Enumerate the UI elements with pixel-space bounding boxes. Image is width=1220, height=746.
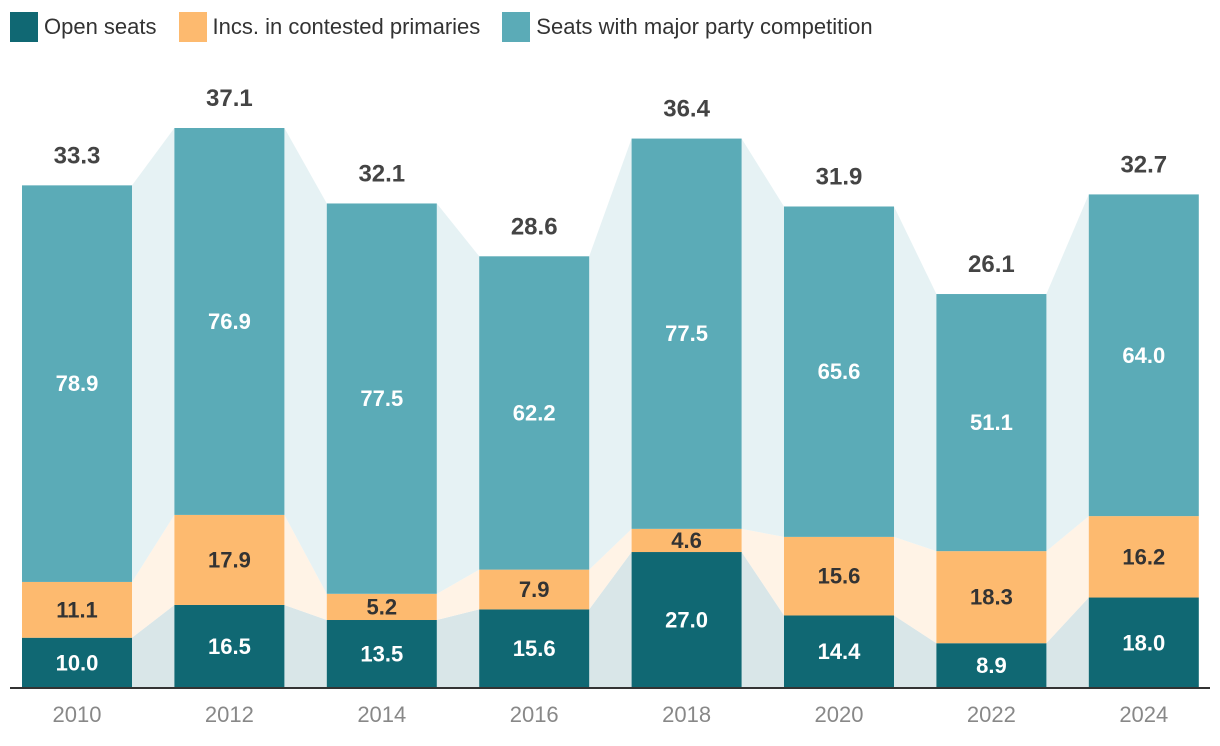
total-label: 36.4 bbox=[663, 96, 710, 123]
bar-segment bbox=[1088, 516, 1199, 598]
bar-segment bbox=[936, 294, 1047, 552]
data-label: 13.5 bbox=[360, 642, 403, 667]
data-label: 5.2 bbox=[367, 594, 398, 619]
connector-band bbox=[741, 552, 784, 688]
bar-segment bbox=[784, 536, 894, 616]
bar-segment bbox=[936, 551, 1047, 644]
data-label: 77.5 bbox=[665, 321, 708, 346]
connector-band bbox=[894, 615, 937, 688]
data-label: 4.6 bbox=[671, 528, 702, 553]
data-label: 51.1 bbox=[970, 410, 1013, 435]
bar-segment bbox=[326, 203, 437, 594]
data-label: 78.9 bbox=[56, 371, 99, 396]
bar-segment bbox=[326, 620, 437, 688]
bar-segment bbox=[631, 528, 742, 553]
x-tick-label: 2018 bbox=[662, 702, 711, 727]
legend-label-major-party-competition: Seats with major party competition bbox=[536, 14, 873, 39]
total-label: 26.1 bbox=[968, 251, 1015, 278]
total-label: 37.1 bbox=[206, 85, 253, 112]
total-label: 31.9 bbox=[816, 163, 863, 190]
legend-label-contested-primaries: Incs. in contested primaries bbox=[212, 14, 481, 39]
bar-segment bbox=[1088, 597, 1199, 688]
connector-band bbox=[284, 604, 327, 688]
bar-segment bbox=[22, 581, 132, 638]
x-tick-label: 2010 bbox=[53, 702, 102, 727]
bar-segment bbox=[174, 604, 285, 688]
legend-item-open-seats: Open seats bbox=[10, 12, 157, 42]
data-label: 17.9 bbox=[208, 547, 251, 572]
data-label: 18.0 bbox=[1122, 630, 1165, 655]
bar-group bbox=[22, 128, 1199, 688]
connector-band bbox=[589, 552, 632, 688]
data-label: 16.5 bbox=[208, 634, 251, 659]
bar-segment bbox=[631, 138, 742, 529]
connector-band bbox=[1046, 516, 1089, 644]
label-group: 10.0 11.1 78.9 33.3 2010 16.5 17.9 76.9 37.1 2012… bbox=[53, 85, 1169, 727]
legend-item-major-party-competition: Seats with major party competition bbox=[502, 12, 873, 42]
total-label: 32.1 bbox=[358, 160, 405, 187]
connector-band bbox=[436, 609, 480, 688]
legend: Open seats Incs. in contested primaries … bbox=[10, 10, 895, 44]
x-tick-label: 2012 bbox=[205, 702, 254, 727]
data-label: 11.1 bbox=[56, 597, 98, 622]
data-label: 62.2 bbox=[513, 400, 556, 425]
bar-segment bbox=[22, 185, 132, 582]
x-tick-label: 2024 bbox=[1119, 702, 1168, 727]
connector-band bbox=[894, 206, 937, 552]
x-tick-label: 2020 bbox=[815, 702, 864, 727]
legend-swatch-major-party-competition bbox=[502, 12, 531, 42]
bar-segment bbox=[174, 514, 285, 605]
x-tick-label: 2016 bbox=[510, 702, 559, 727]
total-label: 33.3 bbox=[54, 142, 101, 169]
x-tick-label: 2022 bbox=[967, 702, 1016, 727]
total-label: 28.6 bbox=[511, 213, 558, 240]
bar-segment bbox=[174, 128, 285, 515]
connector-band bbox=[284, 128, 327, 594]
bar-segment bbox=[936, 643, 1047, 688]
connector-band bbox=[894, 536, 937, 644]
legend-label-open-seats: Open seats bbox=[44, 14, 157, 39]
connector-band bbox=[436, 569, 480, 621]
data-label: 27.0 bbox=[665, 608, 708, 633]
data-label: 77.5 bbox=[360, 386, 403, 411]
connector-band bbox=[589, 528, 632, 610]
bar-segment bbox=[479, 256, 590, 570]
x-tick-label: 2014 bbox=[357, 702, 406, 727]
bar-segment bbox=[784, 206, 894, 537]
connector-band bbox=[1046, 194, 1089, 552]
connector-band bbox=[132, 604, 175, 688]
connector-band bbox=[741, 138, 784, 537]
bar-segment bbox=[1088, 194, 1199, 517]
bar-segment bbox=[479, 569, 590, 610]
data-label: 64.0 bbox=[1122, 343, 1165, 368]
connector-band bbox=[436, 203, 480, 594]
data-label: 18.3 bbox=[970, 585, 1013, 610]
total-label: 32.7 bbox=[1120, 151, 1167, 178]
connector-band bbox=[132, 128, 175, 582]
connector-band bbox=[1046, 597, 1089, 688]
data-label: 15.6 bbox=[818, 564, 861, 589]
legend-swatch-open-seats bbox=[10, 12, 38, 42]
connector-band bbox=[741, 528, 784, 616]
data-label: 15.6 bbox=[513, 636, 556, 661]
bar-segment bbox=[784, 615, 894, 688]
legend-swatch-contested-primaries bbox=[178, 12, 207, 42]
data-label: 7.9 bbox=[519, 577, 550, 602]
connector-bands bbox=[132, 128, 1089, 688]
connector-band bbox=[284, 514, 327, 621]
data-label: 65.6 bbox=[818, 359, 861, 384]
bar-segment bbox=[22, 637, 132, 688]
data-label: 14.4 bbox=[818, 639, 862, 664]
bar-segment bbox=[326, 593, 437, 621]
connector-band bbox=[132, 514, 175, 638]
data-label: 16.2 bbox=[1122, 544, 1165, 569]
bar-segment bbox=[631, 552, 742, 688]
data-label: 8.9 bbox=[976, 653, 1007, 678]
data-label: 10.0 bbox=[56, 650, 99, 675]
bar-segment bbox=[479, 609, 590, 688]
legend-item-contested-primaries: Incs. in contested primaries bbox=[178, 12, 481, 42]
connector-band bbox=[589, 138, 632, 570]
data-label: 76.9 bbox=[208, 309, 251, 334]
